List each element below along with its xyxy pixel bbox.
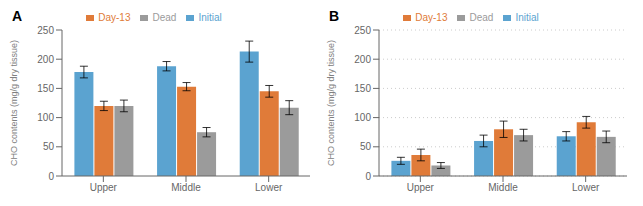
html-text:Dead: Dead: [152, 12, 177, 23]
svg-text:250: 250: [37, 25, 54, 36]
svg-text:Middle: Middle: [488, 182, 518, 193]
svg-text:100: 100: [354, 112, 371, 123]
svg-text:CHO contents (mg/g dry tissue): CHO contents (mg/g dry tissue): [9, 40, 19, 166]
svg-text:200: 200: [354, 54, 371, 65]
svg-text:100: 100: [37, 112, 54, 123]
svg-text:Middle: Middle: [171, 182, 201, 193]
html-text:Initial: Initial: [515, 12, 539, 23]
svg-text:250: 250: [354, 25, 371, 36]
svg-text:Upper: Upper: [90, 182, 118, 193]
svg-text:0: 0: [48, 171, 54, 182]
html-text:Day-13: Day-13: [415, 12, 448, 23]
html-text:Day-13: Day-13: [98, 12, 131, 23]
html-text:B: B: [329, 8, 340, 24]
svg-text:Lower: Lower: [255, 182, 283, 193]
svg-text:0: 0: [365, 171, 371, 182]
svg-text:50: 50: [360, 141, 372, 152]
svg-text:Upper: Upper: [407, 182, 435, 193]
html-text:Dead: Dead: [469, 12, 494, 23]
svg-text:200: 200: [37, 54, 54, 65]
svg-text:CHO contents (mg/g dry tissue): CHO contents (mg/g dry tissue): [326, 40, 336, 166]
svg-text:150: 150: [354, 83, 371, 94]
svg-text:50: 50: [43, 141, 55, 152]
svg-text:150: 150: [37, 83, 54, 94]
svg-text:Lower: Lower: [572, 182, 600, 193]
html-text:Initial: Initial: [198, 12, 222, 23]
html-text:A: A: [12, 8, 23, 24]
